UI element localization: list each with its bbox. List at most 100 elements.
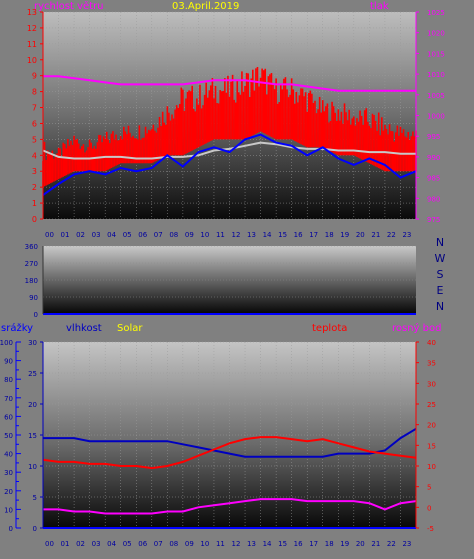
x-tick-label: 05 bbox=[123, 231, 132, 239]
hour-axis-bottom: 00 01 02 03 04 05 06 07 08 09 10 11 12 13 14 15 16 17 18 19… bbox=[45, 540, 411, 548]
y-tick-label: 90 bbox=[29, 294, 38, 302]
y-tick-label: -5 bbox=[427, 525, 434, 533]
y-tick-label: 985 bbox=[427, 175, 440, 183]
y-tick-label: 0 bbox=[32, 215, 37, 224]
y-tick-label: 3 bbox=[32, 167, 37, 176]
y-tick-label: 12 bbox=[27, 24, 37, 33]
y-tick-label: 40 bbox=[427, 339, 436, 347]
compass-label: E bbox=[437, 284, 444, 297]
precipitation-label: srážky bbox=[1, 322, 33, 334]
x-tick-label: 21 bbox=[371, 231, 380, 239]
wind-speed-label: rychlost větru bbox=[34, 0, 104, 12]
humidity-line bbox=[43, 427, 417, 458]
x-tick-label: 20 bbox=[356, 540, 365, 548]
x-tick-label: 22 bbox=[387, 540, 396, 548]
y-tick-label: 10 bbox=[4, 506, 13, 514]
y-tick-label: 9 bbox=[32, 72, 37, 81]
y-tick-label: 6 bbox=[32, 119, 37, 128]
dew-point-line bbox=[43, 498, 417, 515]
y-tick-label: 7 bbox=[32, 104, 37, 113]
y-tick-label: 0 bbox=[427, 504, 431, 512]
y-tick-label: 4 bbox=[32, 151, 37, 160]
x-tick-label: 12 bbox=[232, 231, 241, 239]
y-tick-label: 70 bbox=[4, 395, 13, 403]
x-tick-label: 17 bbox=[309, 231, 318, 239]
x-tick-label: 03 bbox=[92, 540, 101, 548]
y-tick-label: 30 bbox=[28, 339, 37, 347]
y-tick-label: 995 bbox=[427, 133, 440, 141]
y-tick-label: 5 bbox=[32, 135, 37, 144]
y-tick-label: 80 bbox=[4, 376, 13, 384]
y-tick-label: 20 bbox=[427, 422, 436, 430]
compass-label: S bbox=[437, 268, 444, 281]
pressure-axis: 975 980 985 990 995 1000 1005 1010 1015 1020 1025 bbox=[415, 9, 445, 224]
y-tick-label: 60 bbox=[4, 413, 13, 421]
compass-label: W bbox=[435, 252, 446, 265]
y-tick-label: 15 bbox=[28, 432, 37, 440]
x-tick-label: 23 bbox=[402, 231, 411, 239]
x-tick-label: 04 bbox=[107, 231, 116, 239]
x-tick-label: 11 bbox=[216, 231, 225, 239]
x-tick-label: 01 bbox=[61, 231, 70, 239]
y-tick-label: 40 bbox=[4, 451, 13, 459]
temperature-axis: -5 0 5 10 15 20 25 30 35 40 bbox=[415, 339, 436, 533]
compass-label: N bbox=[436, 236, 444, 249]
chart-date: 03.April.2019 bbox=[172, 1, 239, 12]
avg-wind-line bbox=[42, 141, 416, 160]
y-tick-label: 980 bbox=[427, 195, 440, 203]
y-tick-label: 11 bbox=[27, 40, 37, 49]
x-tick-label: 18 bbox=[325, 540, 334, 548]
x-tick-label: 00 bbox=[45, 231, 54, 239]
temperature-label: teplota bbox=[312, 323, 347, 334]
y-tick-label: 100 bbox=[0, 339, 13, 347]
x-tick-label: 06 bbox=[138, 231, 147, 239]
temperature-line bbox=[42, 436, 417, 470]
y-tick-label: 10 bbox=[427, 463, 436, 471]
x-tick-label: 06 bbox=[138, 540, 147, 548]
humidity-axis: 0 5 10 15 20 25 30 bbox=[28, 339, 44, 533]
y-tick-label: 270 bbox=[25, 260, 38, 268]
y-tick-label: 15 bbox=[427, 442, 436, 450]
pressure-label: tlak bbox=[370, 1, 389, 12]
y-tick-label: 0 bbox=[9, 525, 13, 533]
x-tick-label: 09 bbox=[185, 540, 194, 548]
y-tick-label: 13 bbox=[27, 8, 37, 17]
y-tick-label: 360 bbox=[25, 243, 38, 251]
x-tick-label: 18 bbox=[325, 231, 334, 239]
y-tick-label: 90 bbox=[4, 358, 13, 366]
y-tick-label: 1005 bbox=[427, 92, 445, 100]
x-tick-label: 07 bbox=[154, 540, 163, 548]
x-tick-label: 19 bbox=[340, 231, 349, 239]
x-tick-label: 10 bbox=[200, 231, 209, 239]
y-tick-label: 25 bbox=[28, 370, 37, 378]
y-tick-label: 1000 bbox=[427, 113, 445, 121]
x-tick-label: 09 bbox=[185, 231, 194, 239]
y-tick-label: 8 bbox=[32, 88, 37, 97]
x-tick-label: 20 bbox=[356, 231, 365, 239]
y-tick-label: 20 bbox=[28, 401, 37, 409]
y-tick-label: 10 bbox=[27, 56, 37, 65]
x-tick-label: 15 bbox=[278, 540, 287, 548]
x-tick-label: 01 bbox=[61, 540, 70, 548]
y-tick-label: 990 bbox=[427, 154, 440, 162]
y-tick-label: 5 bbox=[33, 494, 37, 502]
y-tick-label: 35 bbox=[427, 360, 436, 368]
x-tick-label: 08 bbox=[169, 540, 178, 548]
x-tick-label: 19 bbox=[340, 540, 349, 548]
y-tick-label: 1010 bbox=[427, 71, 445, 79]
y-tick-label: 5 bbox=[427, 484, 431, 492]
y-tick-label: 25 bbox=[427, 401, 436, 409]
x-tick-label: 02 bbox=[76, 231, 85, 239]
dew-point-label: rosný bod bbox=[392, 322, 441, 334]
x-tick-label: 11 bbox=[216, 540, 225, 548]
x-tick-label: 13 bbox=[247, 231, 256, 239]
x-tick-label: 12 bbox=[232, 540, 241, 548]
y-tick-label: 10 bbox=[28, 463, 37, 471]
x-tick-label: 08 bbox=[169, 231, 178, 239]
